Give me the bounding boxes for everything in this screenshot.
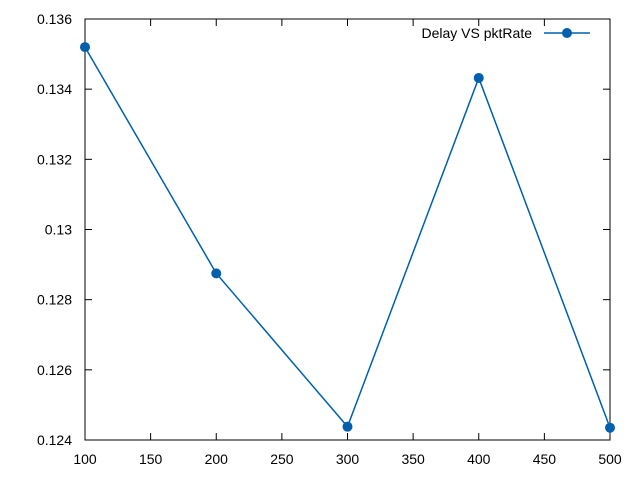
x-tick-label: 450 (533, 451, 557, 467)
x-tick-label: 350 (401, 451, 425, 467)
x-tick-label: 150 (139, 451, 163, 467)
y-tick-label: 0.132 (37, 151, 72, 167)
legend-marker-sample (562, 28, 572, 38)
x-tick-label: 250 (270, 451, 294, 467)
y-tick-label: 0.136 (37, 11, 72, 27)
y-tick-label: 0.13 (45, 222, 72, 238)
y-tick-label: 0.128 (37, 292, 72, 308)
x-axis: 100 150 200 250 300 350 400 450 500 (73, 19, 622, 467)
series-layer (80, 42, 615, 433)
y-tick-label: 0.126 (37, 362, 72, 378)
x-tick-label: 100 (73, 451, 97, 467)
y-tick-label: 0.134 (37, 81, 72, 97)
x-tick-label: 300 (336, 451, 360, 467)
series-line (84, 46, 611, 429)
data-point (342, 421, 353, 432)
y-axis: 0.124 0.126 0.128 0.13 0.132 0.134 0.136 (37, 11, 610, 448)
data-point (473, 72, 484, 83)
data-point (80, 42, 90, 53)
x-tick-label: 500 (598, 451, 622, 467)
y-tick-label: 0.124 (37, 432, 72, 448)
data-point (211, 268, 222, 279)
x-tick-label: 200 (205, 451, 229, 467)
x-tick-label: 400 (467, 451, 491, 467)
plot-frame (84, 18, 611, 441)
legend: Delay VS pktRate (422, 25, 590, 41)
legend-label: Delay VS pktRate (422, 25, 533, 41)
data-point (605, 422, 615, 433)
